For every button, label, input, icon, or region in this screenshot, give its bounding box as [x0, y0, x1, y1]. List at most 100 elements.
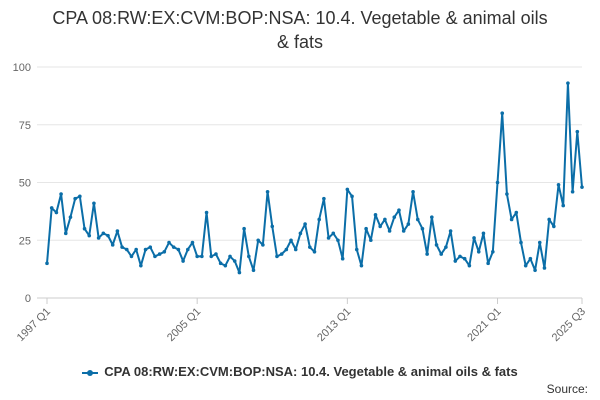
data-point — [242, 226, 246, 231]
data-point — [312, 250, 317, 254]
source-label: Source: — [546, 382, 588, 396]
x-tick-label-3: 2021 Q1 — [465, 306, 503, 344]
data-point — [453, 259, 458, 263]
data-point — [275, 254, 279, 259]
data-point — [519, 240, 523, 245]
data-point — [106, 233, 110, 238]
data-point — [223, 263, 228, 268]
chart-title-line-1: CPA 08:RW:EX:CVM:BOP:NSA: 10.4. Vegetabl… — [52, 8, 548, 28]
data-point — [204, 210, 209, 215]
data-point — [444, 245, 448, 249]
y-tick-label-0: 0 — [25, 293, 31, 305]
data-point — [190, 240, 195, 245]
y-tick-label-100: 100 — [13, 62, 31, 74]
data-point — [448, 229, 453, 233]
data-point — [486, 261, 490, 266]
data-point — [139, 263, 143, 268]
data-point — [552, 224, 556, 229]
data-point — [373, 213, 378, 217]
data-point — [232, 259, 237, 263]
data-point — [78, 194, 82, 199]
grid-lines — [37, 66, 582, 241]
data-point — [96, 236, 101, 240]
data-point — [195, 254, 199, 259]
chart-title-line-2: & fats — [276, 32, 324, 52]
axes: 0 25 50 75 100 1997 Q1 2005 Q1 2013 Q1 2021 Q1 20… — [13, 62, 588, 344]
data-point — [481, 231, 486, 236]
legend[interactable]: CPA 08:RW:EX:CVM:BOP:NSA: 10.4. Vegetabl… — [0, 364, 600, 379]
data-point — [570, 189, 575, 194]
y-tick-label-75: 75 — [19, 120, 31, 132]
x-tick-label-2: 2013 Q1 — [315, 306, 353, 344]
data-point — [528, 256, 533, 261]
data-point — [49, 206, 54, 210]
data-point — [458, 254, 462, 259]
data-point — [401, 229, 406, 233]
data-point — [270, 224, 275, 229]
data-point — [331, 231, 336, 236]
data-point — [293, 247, 298, 252]
data-point — [523, 263, 528, 268]
data-point — [289, 238, 293, 243]
data-point — [247, 254, 251, 259]
data-point — [411, 189, 415, 194]
data-point — [148, 245, 153, 249]
data-point — [472, 236, 476, 240]
data-point — [505, 192, 509, 196]
data-point — [228, 254, 232, 259]
data-point — [124, 247, 129, 252]
data-point — [134, 247, 138, 252]
data-point — [303, 222, 307, 226]
data-point — [383, 217, 387, 222]
series-layer — [45, 81, 584, 275]
data-point — [537, 240, 542, 245]
data-point — [265, 189, 270, 194]
data-point — [430, 215, 434, 219]
data-point — [509, 217, 514, 222]
data-point — [209, 254, 214, 259]
data-point — [185, 247, 190, 252]
data-point — [251, 268, 256, 273]
data-point — [181, 259, 185, 263]
data-point — [171, 245, 176, 249]
y-tick-label-50: 50 — [19, 178, 31, 190]
legend-label: CPA 08:RW:EX:CVM:BOP:NSA: 10.4. Vegetabl… — [104, 364, 518, 379]
data-point — [415, 217, 420, 222]
data-point — [566, 81, 570, 85]
data-point — [73, 196, 77, 201]
data-point — [491, 250, 495, 254]
data-point — [533, 268, 537, 273]
data-point — [425, 252, 429, 256]
data-point — [397, 208, 401, 213]
data-point — [45, 261, 49, 266]
data-point — [322, 196, 326, 201]
data-point — [54, 210, 59, 215]
data-point — [115, 229, 120, 233]
data-point — [387, 229, 392, 233]
chart-title: CPA 08:RW:EX:CVM:BOP:NSA: 10.4. Vegetabl… — [0, 6, 600, 54]
data-point — [467, 263, 472, 268]
data-point — [200, 254, 204, 259]
data-point — [547, 217, 551, 222]
data-point — [162, 250, 167, 254]
data-point — [167, 240, 171, 245]
data-point — [340, 256, 345, 261]
data-point — [176, 247, 181, 252]
data-point — [580, 185, 584, 189]
data-point — [561, 203, 566, 208]
y-tick-label-25: 25 — [19, 235, 31, 247]
data-point — [63, 231, 68, 236]
data-point — [298, 231, 303, 236]
x-tick-label-1: 2005 Q1 — [165, 306, 203, 344]
data-point — [476, 250, 481, 254]
data-point — [350, 194, 354, 199]
data-point — [59, 192, 63, 196]
data-point — [218, 261, 223, 266]
data-point — [514, 210, 519, 215]
data-point — [434, 243, 439, 247]
data-point — [87, 233, 92, 238]
data-point — [359, 263, 364, 268]
data-point — [153, 254, 157, 259]
data-point — [542, 266, 547, 270]
